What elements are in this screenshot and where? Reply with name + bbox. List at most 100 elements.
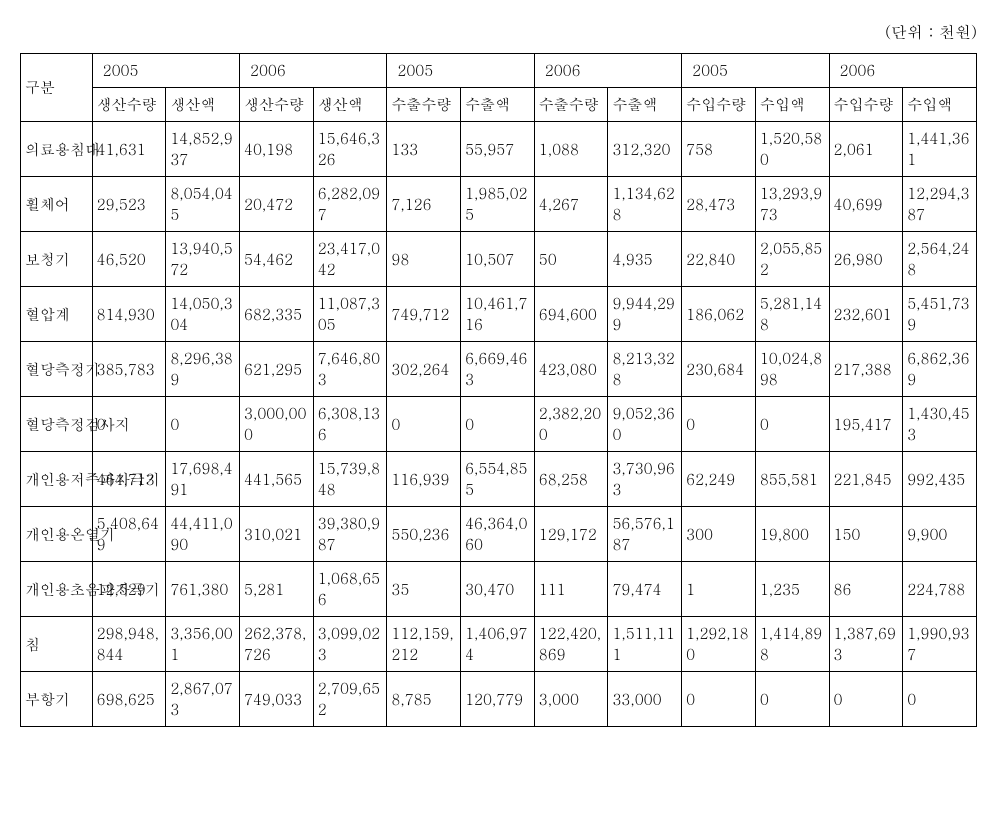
data-cell: 195,417 bbox=[829, 397, 903, 452]
data-cell: 2,867,073 bbox=[166, 672, 240, 727]
header-gubun: 구분 bbox=[21, 54, 93, 122]
data-cell: 14,050,304 bbox=[166, 287, 240, 342]
data-cell: 13,293,973 bbox=[755, 177, 829, 232]
data-cell: 5,451,739 bbox=[903, 287, 977, 342]
data-cell: 761,380 bbox=[166, 562, 240, 617]
data-cell: 8,785 bbox=[387, 672, 461, 727]
data-cell: 29,523 bbox=[92, 177, 166, 232]
header-row-sub: 생산수량 생산액 생산수량 생산액 수출수량 수출액 수출수량 수출액 수입수량… bbox=[21, 88, 977, 122]
table-row: 혈당측정검사지003,000,0006,308,136002,382,2009,… bbox=[21, 397, 977, 452]
data-table: 구분 2005 2006 2005 2006 2005 2006 생산수량 생산… bbox=[20, 53, 977, 727]
data-cell: 10,024,898 bbox=[755, 342, 829, 397]
data-cell: 0 bbox=[682, 672, 756, 727]
data-cell: 814,930 bbox=[92, 287, 166, 342]
data-cell: 186,062 bbox=[682, 287, 756, 342]
data-cell: 22,840 bbox=[682, 232, 756, 287]
data-cell: 2,382,200 bbox=[534, 397, 608, 452]
data-cell: 1,134,628 bbox=[608, 177, 682, 232]
data-cell: 262,378,726 bbox=[240, 617, 314, 672]
data-cell: 133 bbox=[387, 122, 461, 177]
data-cell: 2,061 bbox=[829, 122, 903, 177]
data-cell: 3,356,001 bbox=[166, 617, 240, 672]
data-cell: 28,473 bbox=[682, 177, 756, 232]
data-cell: 5,281,148 bbox=[755, 287, 829, 342]
row-label: 보청기 bbox=[21, 232, 93, 287]
data-cell: 2,709,652 bbox=[313, 672, 387, 727]
table-body: 의료용침대41,63114,852,93740,19815,646,326133… bbox=[21, 122, 977, 727]
header-year-0: 2005 bbox=[92, 54, 239, 88]
data-cell: 855,581 bbox=[755, 452, 829, 507]
header-sub-8: 수입수량 bbox=[682, 88, 756, 122]
data-cell: 7,646,803 bbox=[313, 342, 387, 397]
data-cell: 694,600 bbox=[534, 287, 608, 342]
data-cell: 2,055,852 bbox=[755, 232, 829, 287]
header-sub-1: 생산액 bbox=[166, 88, 240, 122]
data-cell: 749,712 bbox=[387, 287, 461, 342]
data-cell: 1,414,898 bbox=[755, 617, 829, 672]
data-cell: 1,068,656 bbox=[313, 562, 387, 617]
data-cell: 232,601 bbox=[829, 287, 903, 342]
data-cell: 9,900 bbox=[903, 507, 977, 562]
data-cell: 621,295 bbox=[240, 342, 314, 397]
data-cell: 10,461,716 bbox=[461, 287, 535, 342]
header-sub-0: 생산수량 bbox=[92, 88, 166, 122]
data-cell: 40,699 bbox=[829, 177, 903, 232]
data-cell: 116,939 bbox=[387, 452, 461, 507]
data-cell: 312,320 bbox=[608, 122, 682, 177]
header-sub-11: 수입액 bbox=[903, 88, 977, 122]
data-cell: 1,088 bbox=[534, 122, 608, 177]
data-cell: 1 bbox=[682, 562, 756, 617]
data-cell: 300 bbox=[682, 507, 756, 562]
data-cell: 6,862,369 bbox=[903, 342, 977, 397]
header-sub-7: 수출액 bbox=[608, 88, 682, 122]
data-cell: 9,944,299 bbox=[608, 287, 682, 342]
data-cell: 224,788 bbox=[903, 562, 977, 617]
data-cell: 33,000 bbox=[608, 672, 682, 727]
data-cell: 0 bbox=[903, 672, 977, 727]
table-row: 부항기698,6252,867,073749,0332,709,6528,785… bbox=[21, 672, 977, 727]
data-cell: 441,565 bbox=[240, 452, 314, 507]
table-row: 휠체어29,5238,054,04520,4726,282,0977,1261,… bbox=[21, 177, 977, 232]
data-cell: 221,845 bbox=[829, 452, 903, 507]
data-cell: 3,730,963 bbox=[608, 452, 682, 507]
data-cell: 30,470 bbox=[461, 562, 535, 617]
header-year-1: 2006 bbox=[240, 54, 387, 88]
header-row-years: 구분 2005 2006 2005 2006 2005 2006 bbox=[21, 54, 977, 88]
data-cell: 230,684 bbox=[682, 342, 756, 397]
row-label: 혈당측정기 bbox=[21, 342, 93, 397]
data-cell: 4,935 bbox=[608, 232, 682, 287]
header-sub-5: 수출액 bbox=[461, 88, 535, 122]
data-cell: 46,520 bbox=[92, 232, 166, 287]
table-row: 개인용저주파자극기464,71317,698,491441,56515,739,… bbox=[21, 452, 977, 507]
data-cell: 758 bbox=[682, 122, 756, 177]
data-cell: 5,408,649 bbox=[92, 507, 166, 562]
header-sub-2: 생산수량 bbox=[240, 88, 314, 122]
data-cell: 150 bbox=[829, 507, 903, 562]
header-sub-9: 수입액 bbox=[755, 88, 829, 122]
data-cell: 5,281 bbox=[240, 562, 314, 617]
data-cell: 698,625 bbox=[92, 672, 166, 727]
data-cell: 3,099,023 bbox=[313, 617, 387, 672]
header-year-2: 2005 bbox=[387, 54, 534, 88]
data-cell: 992,435 bbox=[903, 452, 977, 507]
data-cell: 79,474 bbox=[608, 562, 682, 617]
data-cell: 302,264 bbox=[387, 342, 461, 397]
data-cell: 1,387,693 bbox=[829, 617, 903, 672]
table-row: 개인용초음파자극기12,529761,3805,2811,068,6563530… bbox=[21, 562, 977, 617]
data-cell: 1,430,453 bbox=[903, 397, 977, 452]
data-cell: 6,554,855 bbox=[461, 452, 535, 507]
row-label: 침 bbox=[21, 617, 93, 672]
header-sub-10: 수입수량 bbox=[829, 88, 903, 122]
data-cell: 9,052,360 bbox=[608, 397, 682, 452]
row-label: 혈압계 bbox=[21, 287, 93, 342]
data-cell: 62,249 bbox=[682, 452, 756, 507]
data-cell: 98 bbox=[387, 232, 461, 287]
data-cell: 682,335 bbox=[240, 287, 314, 342]
row-label: 휠체어 bbox=[21, 177, 93, 232]
data-cell: 0 bbox=[166, 397, 240, 452]
data-cell: 217,388 bbox=[829, 342, 903, 397]
data-cell: 8,054,045 bbox=[166, 177, 240, 232]
unit-label: (단위 : 천원) bbox=[20, 20, 977, 43]
data-cell: 1,406,974 bbox=[461, 617, 535, 672]
header-sub-6: 수출수량 bbox=[534, 88, 608, 122]
